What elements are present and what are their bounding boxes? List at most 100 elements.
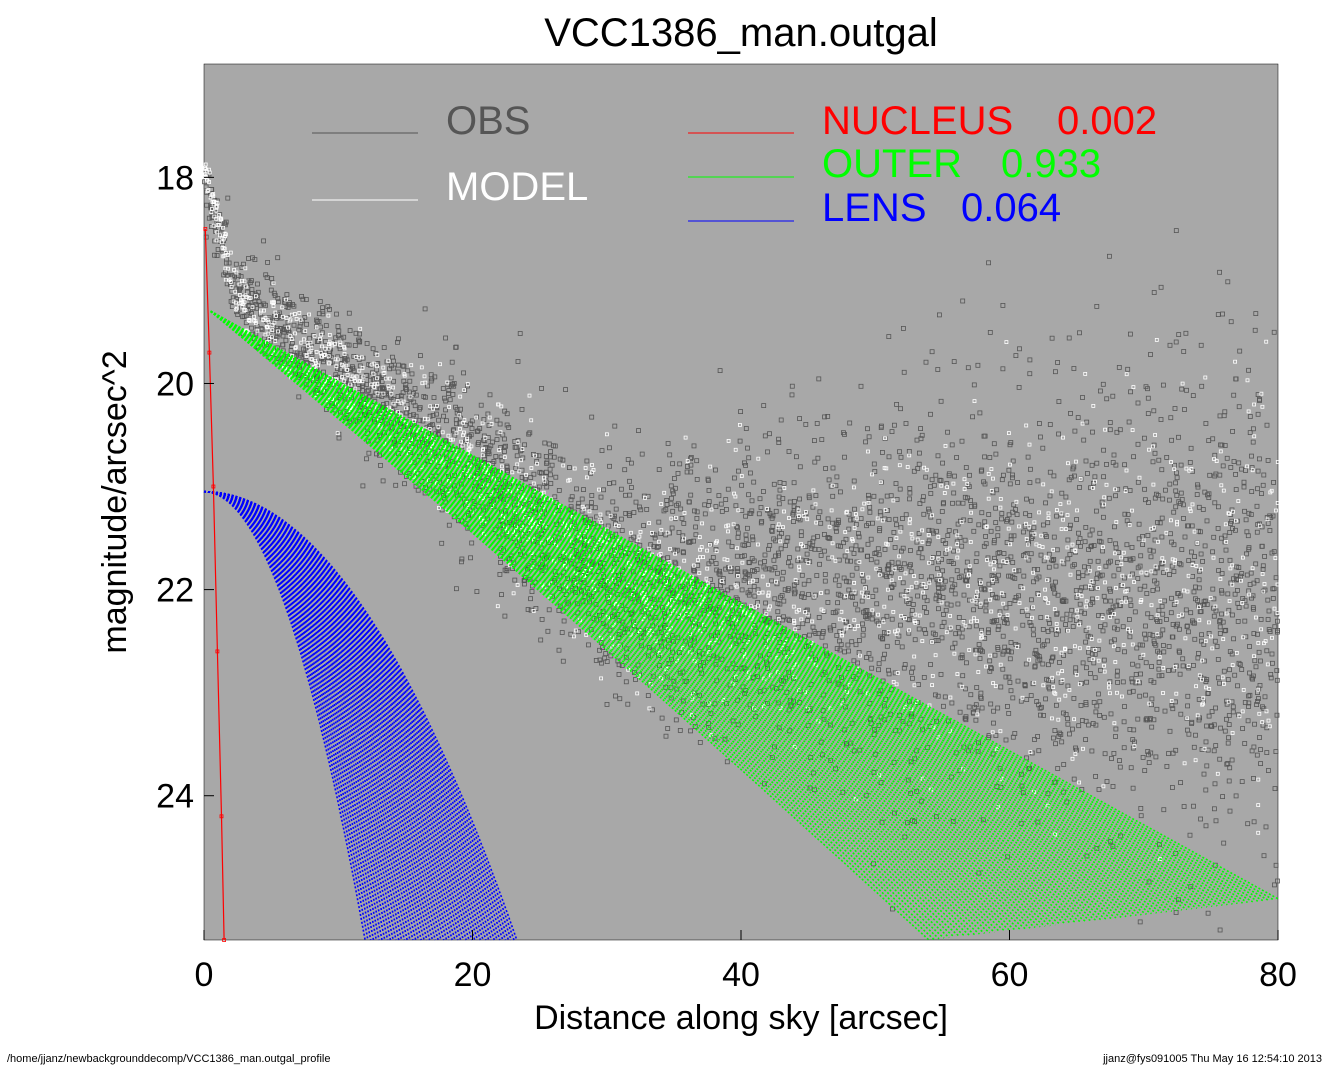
obs-point	[1049, 335, 1055, 341]
obs-point	[368, 377, 373, 383]
obs-point	[940, 595, 946, 600]
obs-point	[781, 614, 786, 620]
obs-point	[1246, 700, 1252, 706]
obs-point	[844, 578, 849, 584]
obs-point	[1147, 631, 1153, 637]
obs-point	[1273, 749, 1279, 754]
obs-point	[1250, 439, 1256, 445]
obs-point	[1020, 790, 1026, 796]
obs-point	[805, 618, 810, 624]
obs-point	[1064, 611, 1070, 617]
obs-point	[1114, 673, 1120, 679]
obs-point	[1223, 547, 1229, 553]
obs-point	[1100, 628, 1106, 634]
obs-point	[1199, 632, 1204, 638]
obs-point	[739, 587, 745, 593]
obs-point	[722, 736, 728, 742]
obs-point	[929, 622, 935, 628]
obs-point	[799, 572, 805, 578]
obs-point	[1073, 665, 1079, 671]
obs-point	[544, 459, 550, 465]
obs-point	[406, 389, 412, 395]
obs-point	[1213, 705, 1218, 711]
obs-point	[986, 627, 991, 633]
obs-point	[409, 371, 415, 377]
obs-point	[860, 621, 865, 627]
obs-point	[529, 589, 535, 594]
obs-point	[963, 686, 968, 692]
obs-point	[1254, 702, 1259, 707]
obs-point	[1134, 645, 1140, 651]
obs-point	[1168, 531, 1173, 537]
obs-point	[886, 334, 892, 340]
obs-point	[859, 598, 865, 604]
obs-point	[1089, 527, 1095, 533]
obs-point	[929, 477, 935, 483]
obs-point	[1025, 613, 1031, 618]
obs-point	[1185, 693, 1191, 699]
obs-point	[502, 613, 508, 619]
obs-point	[1219, 571, 1225, 576]
obs-point	[1083, 639, 1088, 645]
obs-point	[993, 594, 999, 600]
obs-point	[745, 525, 750, 531]
obs-point	[623, 654, 629, 660]
obs-point	[1226, 778, 1232, 784]
obs-point	[1254, 752, 1260, 758]
obs-point	[601, 487, 606, 493]
obs-point	[1011, 533, 1017, 539]
obs-point	[779, 576, 785, 582]
obs-point	[1122, 462, 1127, 468]
obs-point	[672, 559, 678, 565]
obs-point	[625, 701, 631, 707]
obs-point	[815, 455, 821, 461]
obs-point	[602, 655, 608, 661]
obs-point	[1129, 676, 1135, 682]
obs-point	[1143, 497, 1148, 503]
obs-point	[842, 431, 847, 437]
obs-point	[1084, 419, 1090, 425]
obs-point	[619, 516, 624, 522]
obs-point	[1167, 342, 1173, 348]
obs-point	[1171, 509, 1177, 515]
obs-point	[1130, 745, 1136, 751]
obs-point	[881, 617, 887, 623]
obs-point	[249, 290, 255, 296]
obs-point	[494, 437, 500, 443]
obs-point	[1242, 741, 1248, 746]
obs-point	[880, 656, 886, 662]
obs-point	[1120, 624, 1126, 630]
obs-point	[1130, 571, 1135, 577]
obs-point	[916, 461, 922, 467]
obs-point	[557, 456, 563, 462]
obs-point	[1155, 648, 1160, 654]
obs-point	[916, 531, 922, 536]
obs-point	[1220, 794, 1225, 799]
obs-point	[1089, 748, 1095, 754]
obs-point	[610, 499, 616, 505]
obs-point	[1190, 620, 1196, 626]
obs-point	[1080, 660, 1086, 666]
obs-point	[1231, 459, 1237, 464]
obs-point	[841, 540, 846, 546]
obs-point	[949, 700, 955, 706]
obs-point	[1270, 596, 1276, 601]
obs-point	[1043, 500, 1048, 506]
obs-point	[933, 472, 939, 478]
obs-point	[320, 305, 326, 311]
obs-point	[1072, 473, 1077, 479]
obs-point	[1243, 517, 1249, 523]
obs-point	[1107, 427, 1113, 433]
obs-point	[1247, 692, 1253, 698]
obs-point	[1149, 664, 1154, 669]
obs-point	[1266, 627, 1272, 632]
obs-point	[526, 431, 532, 437]
obs-point	[959, 438, 965, 444]
obs-point	[1038, 434, 1043, 440]
obs-point	[776, 436, 781, 442]
obs-point	[1181, 804, 1187, 809]
obs-point	[334, 311, 339, 317]
obs-point	[1174, 470, 1179, 476]
obs-point	[1107, 420, 1113, 425]
